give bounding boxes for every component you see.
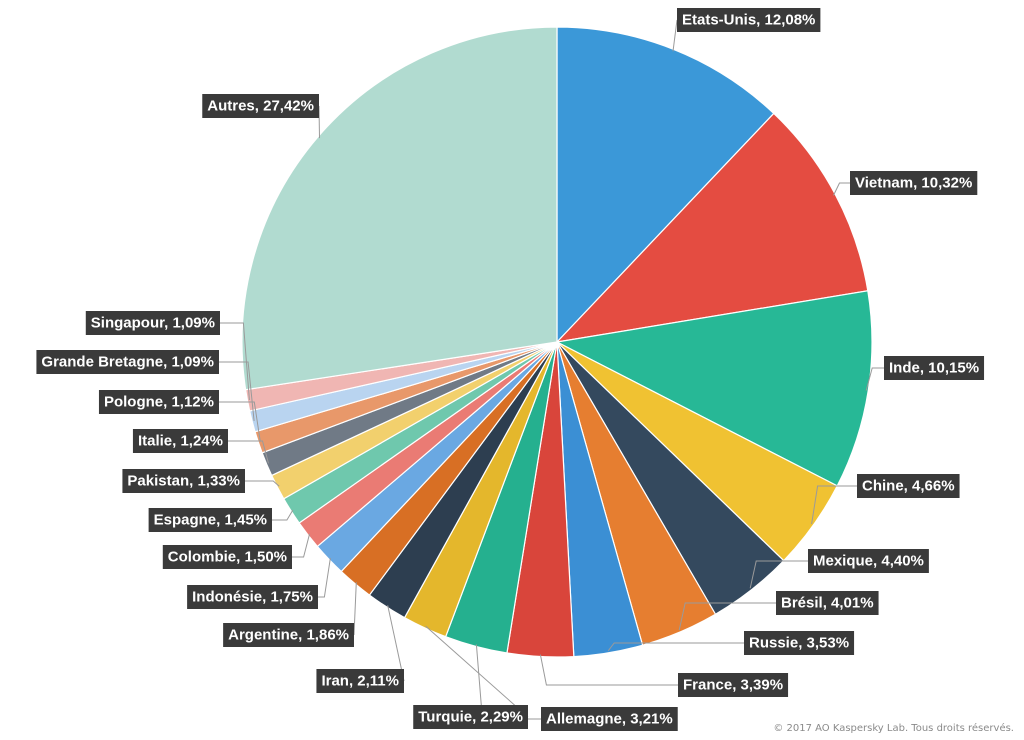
slice-label-box xyxy=(776,591,879,615)
leader-line xyxy=(749,560,808,589)
slice-label-box xyxy=(202,94,319,118)
slice-label: Argentine, 1,86% xyxy=(228,627,349,644)
slice-label-box xyxy=(223,623,354,647)
slice-label-box xyxy=(187,585,318,609)
slice-label: Etats-Unis, 12,08% xyxy=(682,12,815,29)
leader-line xyxy=(811,485,857,525)
leader-line xyxy=(672,19,678,52)
slice-label-box xyxy=(541,707,678,731)
leader-line xyxy=(353,582,357,636)
slice-label: Allemagne, 3,21% xyxy=(546,711,673,728)
slice-label-box xyxy=(413,705,528,729)
slice-label-box xyxy=(884,356,985,380)
slice-label-box xyxy=(162,545,292,569)
leader-line xyxy=(318,105,320,139)
slice-labels: Etats-Unis, 12,08% Vietnam, 10,32% Inde, 1… xyxy=(36,8,985,731)
slice-label: France, 3,39% xyxy=(683,677,783,694)
slice-label-box xyxy=(857,474,960,498)
slice-label-box xyxy=(678,673,789,697)
slice-label-box xyxy=(677,8,821,32)
leader-line xyxy=(678,602,776,631)
slice-label: Mexique, 4,40% xyxy=(813,553,924,570)
slice-label-box xyxy=(132,429,228,453)
slice-label-box xyxy=(148,508,272,532)
leader-line xyxy=(219,361,255,421)
slice-label: Iran, 2,11% xyxy=(321,673,399,690)
slice-label-box xyxy=(98,390,219,414)
leader-line xyxy=(272,509,294,521)
slice-label: Italie, 1,24% xyxy=(138,433,223,450)
slice-label-box xyxy=(122,469,245,493)
leader-line xyxy=(318,557,331,598)
slice-label: Brésil, 4,01% xyxy=(781,595,874,612)
leader-line xyxy=(865,367,884,391)
slice-label-box xyxy=(85,311,220,335)
slice-label: Indonésie, 1,75% xyxy=(192,589,313,606)
slice-label: Espagne, 1,45% xyxy=(154,512,267,529)
slice-label-box xyxy=(808,549,929,573)
slice-label: Inde, 10,15% xyxy=(889,360,979,377)
slice-label: Pologne, 1,12% xyxy=(104,394,214,411)
slice-label: Singapour, 1,09% xyxy=(91,315,215,332)
pie-slice xyxy=(241,26,558,391)
slice-label-box xyxy=(316,669,404,693)
slice-label: Colombie, 1,50% xyxy=(168,549,287,566)
slice-label-box xyxy=(744,631,855,655)
leader-line xyxy=(607,642,744,652)
leader-line xyxy=(833,182,850,196)
pie-slice xyxy=(555,112,869,343)
slice-label: Grande Bretagne, 1,09% xyxy=(41,354,214,371)
leader-line xyxy=(228,440,269,464)
leader-line xyxy=(387,605,405,682)
slice-label: Russie, 3,53% xyxy=(749,635,849,652)
leader-line xyxy=(219,401,261,442)
slice-label-box xyxy=(36,350,219,374)
pie-slices xyxy=(241,26,873,658)
leader-line xyxy=(425,625,529,718)
pie-slice xyxy=(555,290,873,487)
leader-line xyxy=(245,480,280,487)
copyright-notice: © 2017 AO Kaspersky Lab. Tous droits rés… xyxy=(773,723,1014,734)
slice-label: Turquie, 2,29% xyxy=(418,709,523,726)
leader-line xyxy=(220,322,250,401)
slice-label: Vietnam, 10,32% xyxy=(855,175,972,192)
leader-line xyxy=(539,654,678,686)
leader-line xyxy=(292,533,311,558)
slice-label-box xyxy=(850,171,978,195)
slice-label: Autres, 27,42% xyxy=(207,98,314,115)
slice-label: Pakistan, 1,33% xyxy=(127,473,240,490)
slice-label: Chine, 4,66% xyxy=(862,478,955,495)
